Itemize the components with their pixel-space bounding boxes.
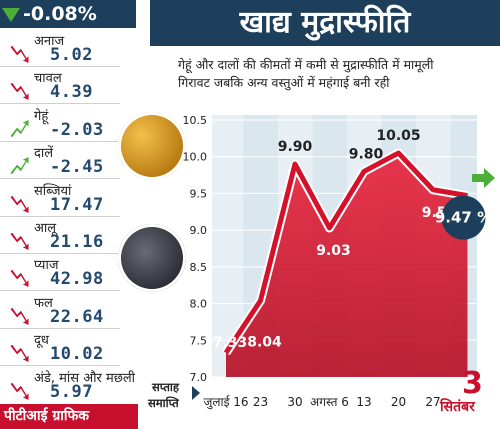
item-divider <box>0 253 120 254</box>
item-divider <box>0 290 120 292</box>
commodity-value: -2.03 <box>50 119 104 140</box>
commodity-value: 42.98 <box>50 269 104 290</box>
subtitle-line-2: गिरावट जबकि अन्य वस्तुओं में महंगाई बनी … <box>178 75 390 90</box>
item-divider <box>0 327 120 329</box>
commodity-value: 17.47 <box>50 194 104 215</box>
commodity-name: चावल <box>34 71 62 87</box>
green-down-arrow-icon <box>2 7 20 22</box>
trend-down-arrow-icon <box>10 45 29 64</box>
series-line <box>223 150 468 355</box>
commodity-item: सब्जियां 17.47 <box>0 180 138 218</box>
item-divider <box>0 215 120 217</box>
y-tick-label: 10.0 <box>183 151 208 164</box>
commodity-name: प्याज <box>34 258 59 274</box>
commodity-item: दालें -2.45 <box>0 142 138 180</box>
trend-up-arrow-icon <box>10 157 29 175</box>
item-divider <box>0 365 120 367</box>
week-label-1: सप्ताह <box>152 380 179 394</box>
latest-value-label: 9.47 % <box>435 209 492 227</box>
item-divider <box>0 66 120 67</box>
commodity-value: 10.02 <box>50 344 104 365</box>
page-title: खाद्य मुद्रास्फीति <box>150 0 500 46</box>
commodity-item: चावल 4.39 <box>0 67 138 105</box>
trend-down-arrow-icon <box>10 195 29 213</box>
trend-up-arrow-icon <box>10 119 29 137</box>
commodity-item: गेहूं -2.03 <box>0 105 138 143</box>
axis-pointer-icon <box>192 386 200 400</box>
y-tick-label: 9.5 <box>190 187 208 200</box>
commodity-name: दालें <box>34 146 54 162</box>
item-divider <box>0 140 120 142</box>
subtitle: गेहूं और दालों की कीमतों में कमी से मुद्… <box>178 56 498 92</box>
commodity-value: 5.97 <box>50 381 93 402</box>
headline-badge: -0.08% <box>0 0 136 28</box>
data-label: 8.04 <box>247 335 282 351</box>
credit-label: पीटीआई ग्राफिक <box>0 404 138 429</box>
commodity-value: -2.45 <box>50 157 104 178</box>
week-label-2: समाप्ति <box>148 396 179 410</box>
x-tick-label: 27 <box>425 395 440 409</box>
x-tick-label: 23 <box>253 395 268 409</box>
commodity-item: आलू 21.16 <box>0 217 138 255</box>
commodity-item: प्याज 42.98 <box>0 254 138 292</box>
commodity-value: 5.02 <box>50 45 93 65</box>
commodity-name: फल <box>34 295 53 311</box>
lentils-image <box>118 224 186 292</box>
commodity-name: दूध <box>34 333 49 349</box>
commodity-name: अनाज <box>34 34 65 49</box>
latest-value-circle <box>441 195 486 240</box>
commodity-value: 21.16 <box>50 232 104 252</box>
x-tick-label: 20 <box>391 395 406 409</box>
y-tick-label: 9.0 <box>190 224 208 237</box>
item-divider <box>0 178 120 180</box>
data-label: 9.03 <box>316 243 351 259</box>
commodity-item: दूध 10.02 <box>0 329 138 367</box>
green-right-arrow-icon <box>472 168 495 188</box>
trend-down-arrow-icon <box>10 232 29 251</box>
trend-down-arrow-icon <box>10 345 29 363</box>
data-label: 9.90 <box>278 139 313 155</box>
commodity-name: अंडे, मांस और मछली <box>34 370 136 386</box>
x-tick-label: अगस्त 6 <box>310 395 349 409</box>
commodity-item: फल 22.64 <box>0 292 138 330</box>
september-label: सितंबर <box>440 399 475 415</box>
y-tick-label: 8.0 <box>190 298 208 311</box>
subtitle-line-1: गेहूं और दालों की कीमतों में कमी से मुद्… <box>178 57 434 72</box>
commodity-item: अंडे, मांस और मछली 5.97 <box>0 367 138 405</box>
y-tick-label: 7.0 <box>190 371 208 384</box>
commodity-item: अनाज 5.02 <box>0 30 138 68</box>
trend-down-arrow-icon <box>10 382 29 400</box>
trend-down-arrow-icon <box>10 83 29 101</box>
commodity-value: 4.39 <box>50 82 93 103</box>
commodity-name: गेहूं <box>34 108 49 124</box>
september-day: 3 <box>462 366 483 401</box>
trend-down-arrow-icon <box>10 270 29 288</box>
item-divider <box>0 103 120 105</box>
x-tick-label: 13 <box>356 395 371 409</box>
data-label: 10.05 <box>376 128 420 144</box>
commodity-name: सब्जियां <box>34 183 72 199</box>
commodity-name: आलू <box>34 221 57 236</box>
x-tick-label: जुलाई 16 <box>203 395 248 410</box>
commodity-panel: -0.08% अनाज 5.02 चावल 4.39 गेहूं -2.03 दालें -2… <box>0 0 138 429</box>
headline-value: -0.08% <box>23 3 97 25</box>
y-tick-label: 8.5 <box>190 261 208 274</box>
wheat-image <box>118 112 186 180</box>
x-tick-label: 30 <box>287 395 302 409</box>
commodity-value: 22.64 <box>50 306 104 327</box>
y-tick-label: 7.5 <box>190 334 208 347</box>
trend-down-arrow-icon <box>10 307 29 325</box>
x-axis-bar <box>192 393 432 411</box>
data-label: 7.33 <box>213 335 248 351</box>
data-label: 9.80 <box>349 146 384 162</box>
y-tick-label: 10.5 <box>183 114 208 127</box>
